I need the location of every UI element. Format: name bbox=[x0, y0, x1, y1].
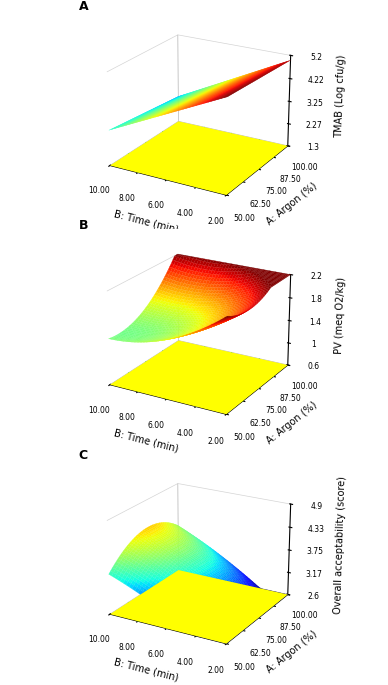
Y-axis label: A: Argon (%): A: Argon (%) bbox=[265, 399, 319, 446]
X-axis label: B: Time (min): B: Time (min) bbox=[113, 428, 179, 454]
Text: A: A bbox=[79, 0, 88, 13]
X-axis label: B: Time (min): B: Time (min) bbox=[113, 209, 179, 235]
Text: C: C bbox=[79, 449, 88, 462]
X-axis label: B: Time (min): B: Time (min) bbox=[113, 658, 179, 684]
Y-axis label: A: Argon (%): A: Argon (%) bbox=[265, 180, 319, 227]
Y-axis label: A: Argon (%): A: Argon (%) bbox=[265, 629, 319, 675]
Text: B: B bbox=[79, 219, 88, 232]
